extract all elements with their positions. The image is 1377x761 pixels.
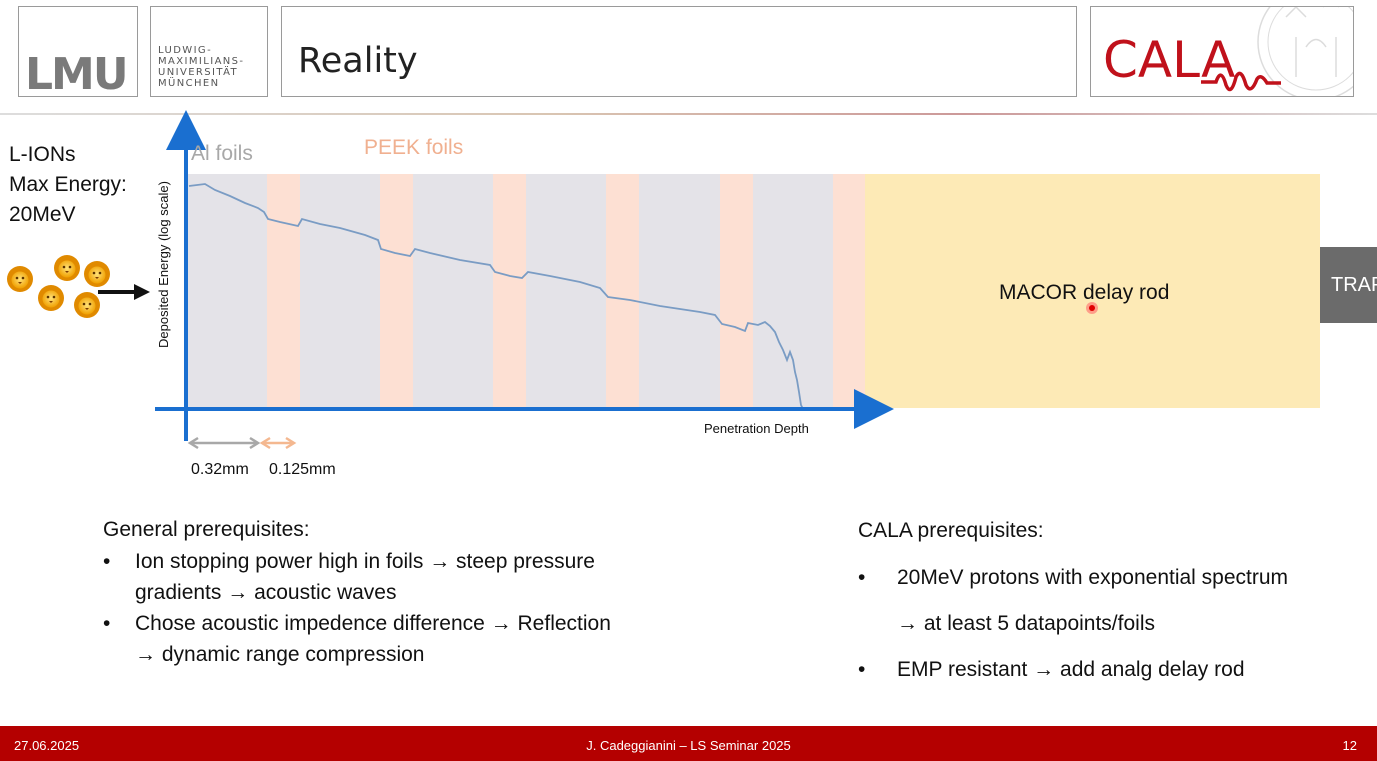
ion-info: L-IONs Max Energy: 20MeV: [9, 140, 127, 230]
list-subitem: → at least 5 datapoints/foils: [897, 612, 1155, 635]
rod-label: MACOR delay rod: [999, 281, 1169, 304]
al-foil-band: [526, 174, 606, 408]
list-item: Ion stopping power high in foils → steep…: [103, 546, 743, 608]
lmu-logo-text: LMU: [25, 49, 129, 100]
pointer-dot: [1089, 305, 1095, 311]
peek-foil-band: [493, 174, 526, 408]
al-foil-band: [413, 174, 493, 408]
cala-logo-graphic: CALA: [1103, 7, 1353, 96]
cala-heading: CALA prerequisites:: [858, 519, 1044, 542]
x-axis-label: Penetration Depth: [704, 421, 809, 436]
peek-foil-band: [720, 174, 753, 408]
detector-diagram: Al foils PEEK foils Deposited Energy (lo…: [7, 110, 1320, 478]
max-energy-value: 20MeV: [9, 203, 76, 226]
list-item: Chose acoustic impedence difference → Re…: [103, 608, 743, 670]
lion-ion-icon: [7, 266, 33, 292]
macor-delay-rod: [865, 174, 1320, 408]
lion-ion-icon: [74, 292, 100, 318]
lion-ion-icon: [54, 255, 80, 281]
cala-logo-text: CALA: [1103, 31, 1235, 89]
cala-wave-icon: [1201, 71, 1281, 92]
peek-foil-band: [267, 174, 300, 408]
peek-foil-band: [380, 174, 413, 408]
lmu-logo: LMU: [18, 6, 138, 97]
header-divider: [0, 113, 1377, 115]
cala-logo: CALA: [1090, 6, 1354, 97]
page-number: 12: [1342, 738, 1357, 753]
ion-type: L-IONs: [9, 143, 76, 166]
al-thickness-label: 0.32mm: [191, 461, 249, 478]
lmu-name-line: MAXIMILIANS-: [158, 56, 245, 67]
al-foil-band: [300, 174, 380, 408]
peek-thickness-label: 0.125mm: [269, 461, 336, 478]
trap-box: TRAP: [1320, 247, 1377, 323]
foil-stack: [188, 174, 865, 408]
university-seal-icon: [1257, 7, 1353, 96]
y-axis-label: Deposited Energy (log scale): [156, 181, 171, 348]
lmu-name-line: MÜNCHEN: [158, 78, 220, 89]
ion-icons: [7, 255, 110, 318]
lion-ion-icon: [84, 261, 110, 287]
lmu-name-line: LUDWIG-: [158, 45, 213, 56]
footer-presenter: J. Cadeggianini – LS Seminar 2025: [586, 738, 791, 753]
peek-foil-band: [606, 174, 639, 408]
general-heading: General prerequisites:: [103, 518, 310, 541]
footer-date: 27.06.2025: [14, 738, 80, 753]
title-box: Reality: [281, 6, 1077, 97]
trap-label: TRAP: [1331, 274, 1377, 296]
list-item: EMP resistant → add analg delay rod: [858, 647, 1368, 693]
lion-ion-icon: [38, 285, 64, 311]
lmu-name-line: UNIVERSITÄT: [158, 67, 239, 78]
peek-foils-label: PEEK foils: [364, 136, 463, 159]
lmu-name-block: LUDWIG- MAXIMILIANS- UNIVERSITÄT MÜNCHEN: [150, 6, 268, 97]
cala-prerequisites: CALA prerequisites: 20MeV protons with e…: [858, 508, 1368, 693]
general-prerequisites: General prerequisites: Ion stopping powe…: [103, 514, 743, 670]
max-energy-label: Max Energy:: [9, 173, 127, 196]
list-item: 20MeV protons with exponential spectrum: [858, 555, 1368, 601]
al-foils-label: Al foils: [191, 142, 253, 165]
peek-foil-band: [833, 174, 865, 408]
footer-bar: J. Cadeggianini – LS Seminar 2025 27.06.…: [0, 726, 1377, 761]
al-foil-band: [188, 174, 267, 408]
energy-deposition-curve: [188, 183, 804, 410]
al-foil-band: [639, 174, 720, 408]
al-foil-band: [753, 174, 833, 408]
page-title: Reality: [298, 41, 418, 81]
